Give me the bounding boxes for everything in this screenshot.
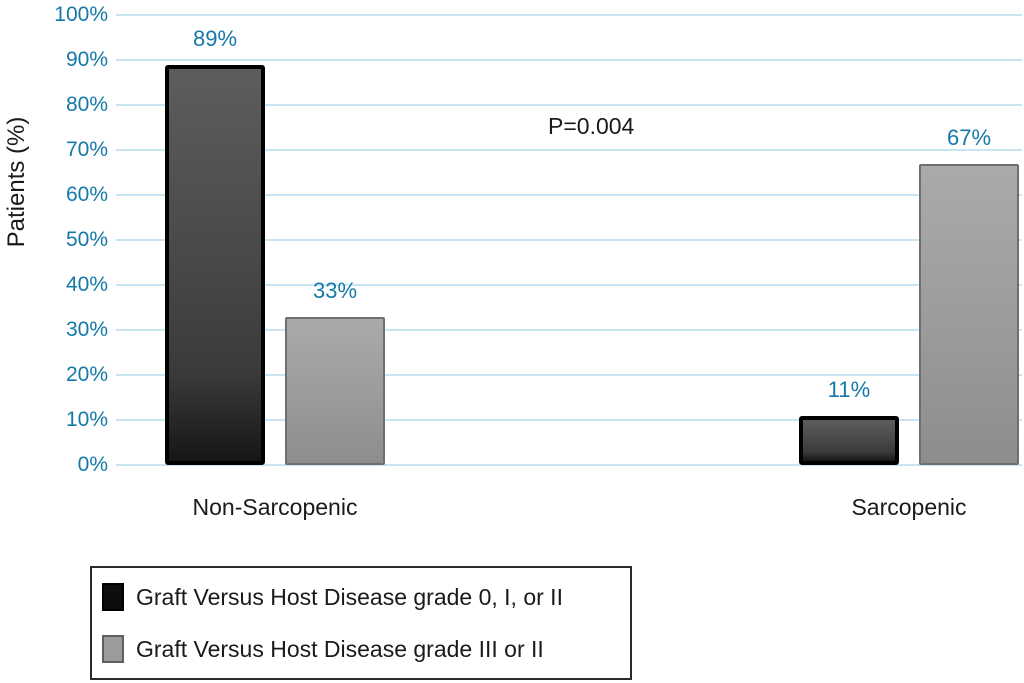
gridline-90 xyxy=(116,59,1022,61)
y-tick-label-70: 70% xyxy=(65,138,108,161)
legend-label-grade-0-1-2: Graft Versus Host Disease grade 0, I, or… xyxy=(136,584,563,610)
value-label-non-sarcopenic-graft-versus-host-disease-grade-iii-or-ii: 33% xyxy=(312,277,358,303)
y-tick-label-50: 50% xyxy=(65,228,108,251)
bar-sarcopenic-graft-versus-host-disease-grade-0-i-or-ii xyxy=(799,415,899,465)
y-tick-label-40: 40% xyxy=(65,273,108,296)
gridline-50 xyxy=(116,239,1022,241)
bar-sarcopenic-graft-versus-host-disease-grade-iii-or-ii xyxy=(919,163,1019,465)
y-tick-label-20: 20% xyxy=(65,363,108,386)
y-tick-label-100: 100% xyxy=(54,3,108,26)
value-label-sarcopenic-graft-versus-host-disease-grade-0-i-or-ii: 11% xyxy=(827,376,871,402)
category-label-non-sarcopenic: Non-Sarcopenic xyxy=(192,494,358,520)
legend-swatch-gray xyxy=(102,635,124,663)
gridline-20 xyxy=(116,374,1022,376)
legend-item-grade-3: Graft Versus Host Disease grade III or I… xyxy=(102,634,620,664)
p-value-annotation: P=0.004 xyxy=(548,113,635,139)
gridline-0 xyxy=(116,464,1022,466)
value-label-sarcopenic-graft-versus-host-disease-grade-iii-or-ii: 67% xyxy=(946,124,992,150)
bar-non-sarcopenic-graft-versus-host-disease-grade-0-i-or-ii xyxy=(165,64,265,465)
gridline-100 xyxy=(116,14,1022,16)
y-tick-label-60: 60% xyxy=(65,183,108,206)
gridline-30 xyxy=(116,329,1022,331)
gridline-60 xyxy=(116,194,1022,196)
y-tick-label-30: 30% xyxy=(65,318,108,341)
gridline-10 xyxy=(116,419,1022,421)
gridline-40 xyxy=(116,284,1022,286)
y-tick-label-10: 10% xyxy=(65,408,108,431)
category-label-sarcopenic: Sarcopenic xyxy=(851,494,967,520)
legend-label-grade-3: Graft Versus Host Disease grade III or I… xyxy=(136,636,544,662)
gridline-70 xyxy=(116,149,1022,151)
y-tick-label-90: 90% xyxy=(65,48,108,71)
legend-swatch-dark xyxy=(102,583,124,611)
bar-non-sarcopenic-graft-versus-host-disease-grade-iii-or-ii xyxy=(285,316,385,465)
gridline-80 xyxy=(116,104,1022,106)
legend: Graft Versus Host Disease grade 0, I, or… xyxy=(90,566,632,680)
y-tick-label-0: 0% xyxy=(77,453,108,476)
legend-item-grade-0-1-2: Graft Versus Host Disease grade 0, I, or… xyxy=(102,582,620,612)
y-tick-label-80: 80% xyxy=(65,93,108,116)
value-label-non-sarcopenic-graft-versus-host-disease-grade-0-i-or-ii: 89% xyxy=(192,25,238,51)
